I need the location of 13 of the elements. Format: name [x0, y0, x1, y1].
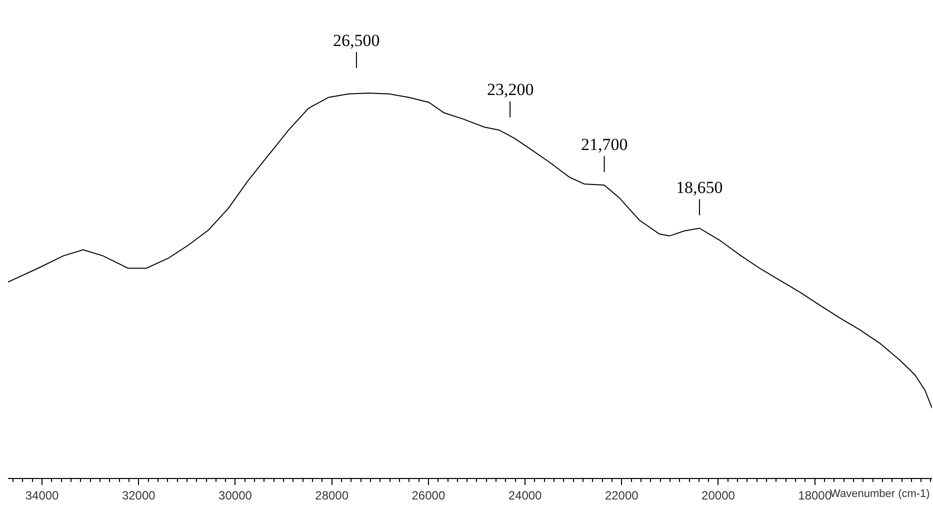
x-tick-label: 30000	[218, 488, 252, 502]
annotation: 18,650	[676, 178, 723, 197]
x-tick-label: 20000	[702, 488, 736, 502]
annotation: 23,200	[487, 80, 534, 99]
x-tick-label: 32000	[122, 488, 156, 502]
x-tick-label: 24000	[508, 488, 542, 502]
annotation: 26,500	[333, 31, 380, 50]
x-tick-label: 28000	[315, 488, 349, 502]
x-tick-label: 26000	[412, 488, 446, 502]
annotation: 21,700	[581, 135, 628, 154]
x-axis-title: Wavenumber (cm-1)	[830, 488, 930, 500]
x-tick-label: 22000	[604, 488, 639, 502]
x-tick-label: 34000	[25, 488, 60, 502]
